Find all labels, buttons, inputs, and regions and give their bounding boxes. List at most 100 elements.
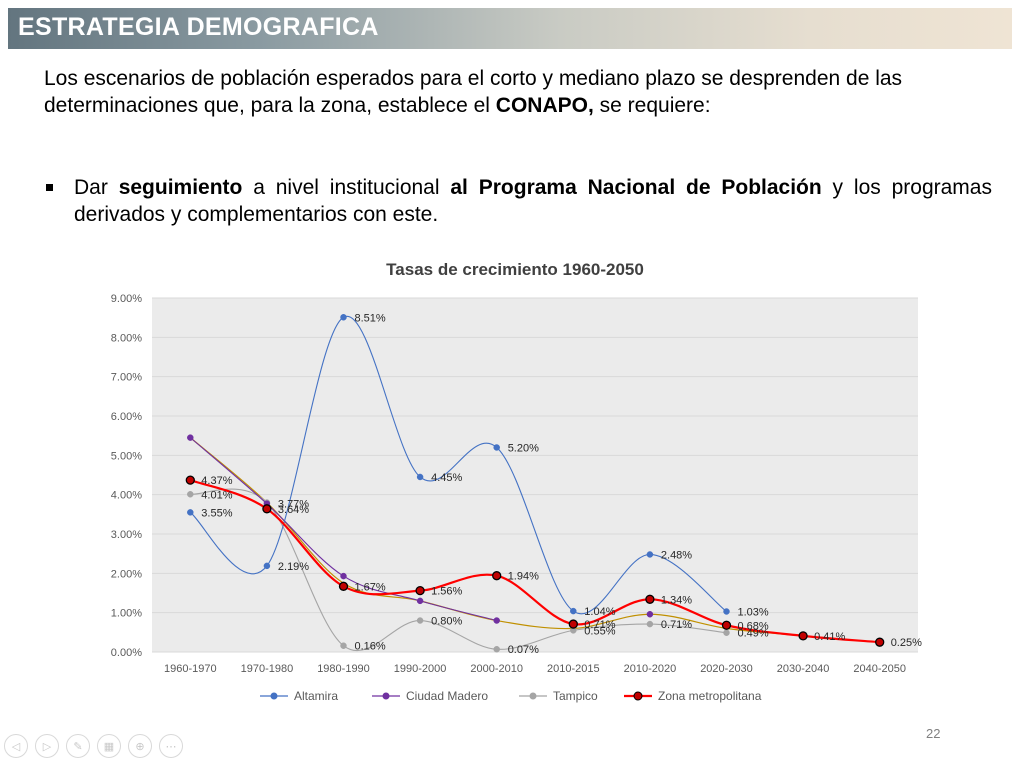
data-label: 4.45%	[431, 472, 462, 484]
data-label: 0.49%	[738, 628, 769, 640]
data-point	[492, 571, 502, 581]
x-tick-label: 2040-2050	[853, 663, 906, 675]
x-tick-label: 2010-2020	[624, 663, 677, 675]
y-tick-label: 7.00%	[111, 372, 142, 384]
data-point	[263, 562, 271, 570]
data-point	[262, 504, 272, 514]
bullet-item: Dar seguimiento a nivel institucional al…	[44, 174, 992, 228]
data-label: 1.56%	[431, 586, 462, 598]
bullet-square-icon	[46, 184, 53, 191]
data-label: 1.04%	[584, 606, 615, 618]
pen-icon[interactable]: ✎	[66, 734, 90, 758]
data-point	[723, 629, 730, 636]
series-line	[189, 315, 727, 615]
y-tick-label: 2.00%	[111, 568, 142, 580]
slides-icon[interactable]: ▦	[97, 734, 121, 758]
intro-text-end: se requiere:	[593, 94, 711, 117]
data-point	[340, 572, 347, 580]
bullet-text: Dar seguimiento a nivel institucional al…	[74, 174, 992, 228]
data-label: 0.25%	[891, 637, 922, 649]
x-tick-label: 2000-2010	[470, 663, 523, 675]
data-point	[187, 509, 194, 516]
data-point	[721, 620, 732, 630]
data-point	[646, 620, 654, 628]
legend-marker	[382, 692, 390, 700]
data-point	[187, 491, 194, 498]
data-point	[416, 597, 424, 605]
data-point	[646, 610, 654, 618]
data-label: 0.41%	[814, 631, 845, 643]
data-label: 0.71%	[584, 619, 615, 631]
data-label: 2.19%	[278, 561, 309, 573]
data-point	[415, 585, 425, 596]
plot-area	[152, 298, 918, 652]
legend-label: Altamira	[294, 689, 338, 703]
data-point	[570, 607, 577, 615]
x-tick-label: 1990-2000	[394, 663, 447, 675]
slideshow-nav: ◁ ▷ ✎ ▦ ⊕ ⋯	[4, 734, 183, 758]
intro-bold: CONAPO,	[495, 94, 594, 117]
data-label: 4.37%	[201, 475, 232, 487]
intro-text: Los escenarios de población esperados pa…	[44, 67, 903, 117]
y-tick-label: 5.00%	[111, 450, 142, 462]
intro-paragraph: Los escenarios de población esperados pa…	[44, 65, 974, 119]
chart-svg: 0.00% 1.00% 2.00% 3.00% 4.00% 5.00% 6.00% 7.00%…	[111, 293, 922, 703]
data-point	[798, 631, 808, 641]
data-label: 0.55%	[584, 625, 615, 637]
data-point	[493, 645, 500, 653]
x-tick-label: 1980-1990	[317, 663, 370, 675]
data-point	[416, 473, 424, 481]
growth-chart: Tasas de crecimiento 1960-2050 0.00% 1.00…	[100, 250, 950, 720]
data-label: 0.68%	[738, 620, 769, 632]
bullet-bold-1: seguimiento	[118, 176, 243, 199]
y-tick-label: 9.00%	[111, 293, 142, 305]
page-number: 22	[926, 726, 941, 741]
data-label: 0.07%	[508, 644, 539, 656]
data-label: 0.80%	[431, 616, 462, 628]
data-label: 4.01%	[201, 489, 232, 501]
chart-title: Tasas de crecimiento 1960-2050	[386, 260, 644, 279]
x-tick-label: 2010-2015	[547, 663, 600, 675]
y-tick-label: 0.00%	[111, 647, 142, 659]
data-label: 0.71%	[661, 619, 692, 631]
y-tick-label: 8.00%	[111, 332, 142, 344]
data-point	[645, 594, 655, 604]
data-point	[340, 314, 347, 321]
data-point	[875, 637, 885, 647]
legend-marker	[529, 692, 537, 700]
legend-label: Zona metropolitana	[658, 689, 762, 703]
legend-label: Tampico	[553, 689, 598, 703]
y-tick-label: 1.00%	[111, 608, 142, 620]
data-label: 3.77%	[278, 499, 309, 511]
y-tick-label: 3.00%	[111, 529, 142, 541]
y-tick-label: 6.00%	[111, 411, 142, 423]
bullet-text-a: Dar	[74, 176, 119, 199]
data-label: 3.64%	[278, 504, 309, 516]
x-tick-label: 1960-1970	[164, 663, 217, 675]
data-point	[493, 617, 500, 624]
series-line	[190, 488, 727, 652]
data-label: 1.34%	[661, 594, 692, 606]
x-tick-label: 2030-2040	[777, 663, 830, 675]
bullet-text-b: a nivel institucional	[242, 176, 451, 199]
data-point	[646, 551, 654, 558]
data-label: 8.51%	[355, 312, 386, 324]
legend-marker	[633, 691, 643, 701]
x-tick-label: 1970-1980	[241, 663, 294, 675]
more-icon[interactable]: ⋯	[159, 734, 183, 758]
y-tick-label: 4.00%	[111, 490, 142, 502]
trend-line	[189, 437, 880, 643]
data-point	[338, 581, 349, 591]
bullet-text-c: y los programas derivados y complementar…	[74, 176, 992, 226]
next-icon[interactable]: ▷	[35, 734, 59, 758]
prev-icon[interactable]: ◁	[4, 734, 28, 758]
data-label: 3.55%	[201, 507, 232, 519]
series-line	[189, 437, 497, 622]
data-label: 2.48%	[661, 549, 692, 561]
x-tick-label: 2020-2030	[700, 663, 753, 675]
series-line	[189, 479, 880, 644]
data-point	[340, 642, 347, 649]
title-banner	[8, 8, 1012, 49]
zoom-icon[interactable]: ⊕	[128, 734, 152, 758]
data-label: 1.94%	[508, 571, 539, 583]
